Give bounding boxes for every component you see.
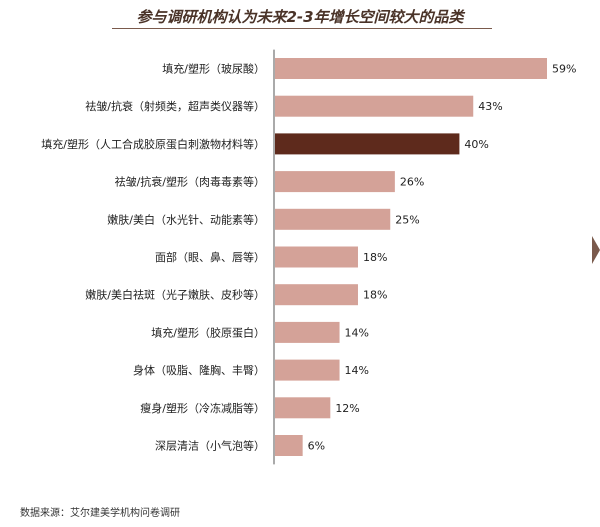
bar — [275, 95, 474, 117]
bar — [275, 284, 358, 306]
data-label: 59% — [552, 63, 576, 76]
category-label: 填充/塑形（人工合成胶原蛋白刺激物材料等） — [41, 137, 265, 151]
chart-title: 参与调研机构认为未来2-3年增长空间较大的品类 — [136, 8, 464, 26]
bar — [275, 321, 340, 343]
category-label: 祛皱/抗衰/塑形（肉毒毒素等） — [115, 175, 265, 189]
bar — [275, 171, 395, 193]
data-label: 43% — [478, 100, 502, 113]
data-label: 40% — [464, 138, 488, 151]
category-label: 身体（吸脂、隆胸、丰臀） — [133, 363, 265, 377]
category-label: 深层清洁（小气泡等） — [155, 439, 265, 453]
bar — [275, 359, 340, 381]
data-label: 25% — [395, 213, 419, 226]
bar — [275, 58, 547, 79]
category-label: 瘦身/塑形（冷冻减脂等） — [140, 401, 265, 415]
data-label: 14% — [345, 364, 369, 377]
category-label: 填充/塑形（玻尿酸） — [162, 62, 265, 76]
category-label: 祛皱/抗衰（射频类，超声类仪器等） — [85, 99, 265, 113]
bar — [275, 133, 460, 155]
source-note: 数据来源：艾尔建美学机构问卷调研 — [20, 508, 180, 519]
data-label: 6% — [308, 440, 325, 453]
title-underline — [112, 28, 492, 29]
data-label: 12% — [335, 402, 359, 415]
bar — [275, 435, 303, 456]
category-label: 嫩肤/美白（水光针、动能素等） — [107, 212, 265, 226]
data-label: 26% — [400, 176, 424, 189]
category-label: 填充/塑形（胶原蛋白） — [151, 325, 265, 339]
bar — [275, 397, 331, 419]
category-label: 面部（眼、鼻、唇等） — [155, 250, 265, 264]
bar — [275, 246, 358, 268]
next-arrow-icon[interactable] — [592, 236, 600, 264]
bar — [275, 208, 391, 230]
data-label: 14% — [345, 326, 369, 339]
data-label: 18% — [363, 289, 387, 302]
data-label: 18% — [363, 251, 387, 264]
category-label: 嫩肤/美白祛斑（光子嫩肤、皮秒等） — [85, 288, 265, 302]
